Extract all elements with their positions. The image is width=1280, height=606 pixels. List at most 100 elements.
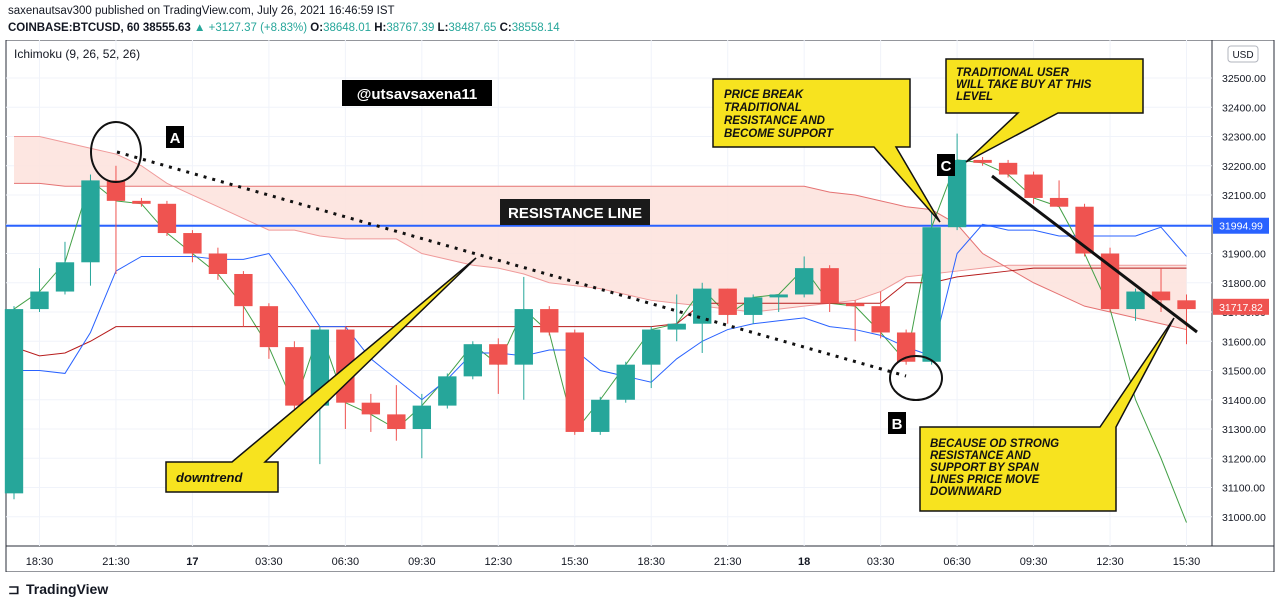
callout-line: RESISTANCE AND xyxy=(930,450,1031,462)
x-tick-label: 06:30 xyxy=(943,556,971,568)
kijun-sen xyxy=(13,267,1187,357)
candle xyxy=(642,326,661,389)
candle xyxy=(361,393,381,432)
y-tick-label: 31400.00 xyxy=(1222,395,1266,407)
tradingview-brand[interactable]: ⊐ TradingView xyxy=(8,581,108,598)
because-callout xyxy=(919,317,1175,512)
x-tick-label: 18 xyxy=(798,556,810,568)
callout-line: SUPPORT BY SPAN xyxy=(930,462,1039,474)
circle-a xyxy=(90,121,142,183)
candle xyxy=(896,329,916,365)
candle-body xyxy=(820,268,839,304)
downtrend-text: downtrend xyxy=(176,470,243,485)
x-tick-label: 21:30 xyxy=(714,556,742,568)
candle xyxy=(55,241,75,295)
price-break-callout xyxy=(712,78,941,223)
candle xyxy=(616,361,635,403)
x-tick-label: 03:30 xyxy=(255,556,283,568)
marker-b: B xyxy=(892,416,903,433)
time-axis[interactable]: 18:30 21:30 17 03:30 06:30 09:30 12:30 15:30 18:… xyxy=(26,556,1201,568)
y-tick-label: 32100.00 xyxy=(1222,190,1266,202)
high-value: 38767.39 xyxy=(386,22,435,34)
candle xyxy=(106,165,126,274)
ohlc-line: COINBASE:BTCUSD, 60 38555.63 ▲ +3127.37 … xyxy=(8,22,560,34)
downtrend-callout xyxy=(165,257,477,493)
callout-line: LEVEL xyxy=(956,91,993,103)
last-price-tag-box xyxy=(1213,298,1269,315)
candle-body xyxy=(285,347,304,406)
y-tick-label: 32400.00 xyxy=(1222,102,1266,114)
candle-body xyxy=(361,402,381,415)
x-tick-label: 03:30 xyxy=(867,556,895,568)
x-tick-label: 12:30 xyxy=(1096,556,1124,568)
candle-body xyxy=(106,180,126,201)
x-tick-label: 15:30 xyxy=(1173,556,1201,568)
candle xyxy=(463,341,482,380)
candle xyxy=(1126,288,1145,321)
y-tick-label: 32300.00 xyxy=(1222,132,1266,144)
candle xyxy=(208,247,228,280)
candle xyxy=(718,288,737,324)
publisher-line: saxenautsav300 published on TradingView.… xyxy=(8,5,395,17)
candle xyxy=(1100,247,1120,313)
indicator-label[interactable]: Ichimoku (9, 26, 52, 26) xyxy=(14,47,140,61)
annotations: A B C downtrend PRICE BREAKTRADITIONALRE… xyxy=(90,58,1198,512)
candle xyxy=(157,200,177,236)
down-trendline xyxy=(991,174,1198,334)
high-label: H: xyxy=(374,22,387,34)
candle xyxy=(285,341,304,412)
candle xyxy=(667,294,686,342)
candle xyxy=(998,159,1018,178)
candle-body xyxy=(693,288,712,324)
candle-body xyxy=(642,329,661,365)
candle-body xyxy=(1024,174,1043,198)
callout-line: PRICE BREAK xyxy=(724,89,804,101)
candle xyxy=(4,306,24,500)
candlestick-chart[interactable]: 31000.00 31100.00 31200.00 31300.00 31400.00… xyxy=(0,40,1280,572)
candle-body xyxy=(259,306,279,348)
marker-a: A xyxy=(170,130,181,147)
y-tick-label: 31600.00 xyxy=(1222,336,1266,348)
candle xyxy=(514,276,533,400)
candle-body xyxy=(744,297,763,315)
resistance-label: RESISTANCE LINE xyxy=(508,205,642,222)
candle-body xyxy=(947,159,967,228)
candle xyxy=(1075,203,1094,257)
candle-body xyxy=(157,203,177,234)
candle xyxy=(259,303,279,359)
candle-body xyxy=(540,309,559,333)
candle-body xyxy=(412,405,432,430)
candle-body xyxy=(1100,253,1120,310)
candle xyxy=(234,271,253,327)
marker-c: C xyxy=(941,158,952,175)
candle xyxy=(489,338,508,394)
callout-line: WILL TAKE BUY AT THIS xyxy=(956,79,1092,91)
x-tick-label: 18:30 xyxy=(637,556,665,568)
brand-name: TradingView xyxy=(26,581,109,597)
watermark-box xyxy=(342,80,492,106)
candle-body xyxy=(489,344,508,365)
candle-body xyxy=(1049,197,1069,207)
close-label: C: xyxy=(499,22,512,34)
candle-body xyxy=(973,159,992,163)
currency-badge[interactable] xyxy=(1227,45,1259,63)
candle xyxy=(81,174,100,286)
x-tick-label: 17 xyxy=(186,556,198,568)
candle-body xyxy=(769,294,788,298)
candle-body xyxy=(616,364,635,400)
y-tick-label: 31500.00 xyxy=(1222,366,1266,378)
resistance-price-tag: 31994.99 xyxy=(1219,221,1263,233)
candle-body xyxy=(183,233,202,254)
candle-body xyxy=(667,323,686,330)
callout-line: LINES PRICE MOVE xyxy=(930,474,1040,486)
y-tick-label: 31800.00 xyxy=(1222,278,1266,290)
candle-body xyxy=(871,306,890,333)
candle-body xyxy=(438,376,457,406)
currency-label: USD xyxy=(1232,50,1253,61)
candle xyxy=(845,300,865,342)
open-value: 38648.01 xyxy=(323,22,372,34)
candle xyxy=(540,306,559,336)
candle xyxy=(794,256,814,298)
